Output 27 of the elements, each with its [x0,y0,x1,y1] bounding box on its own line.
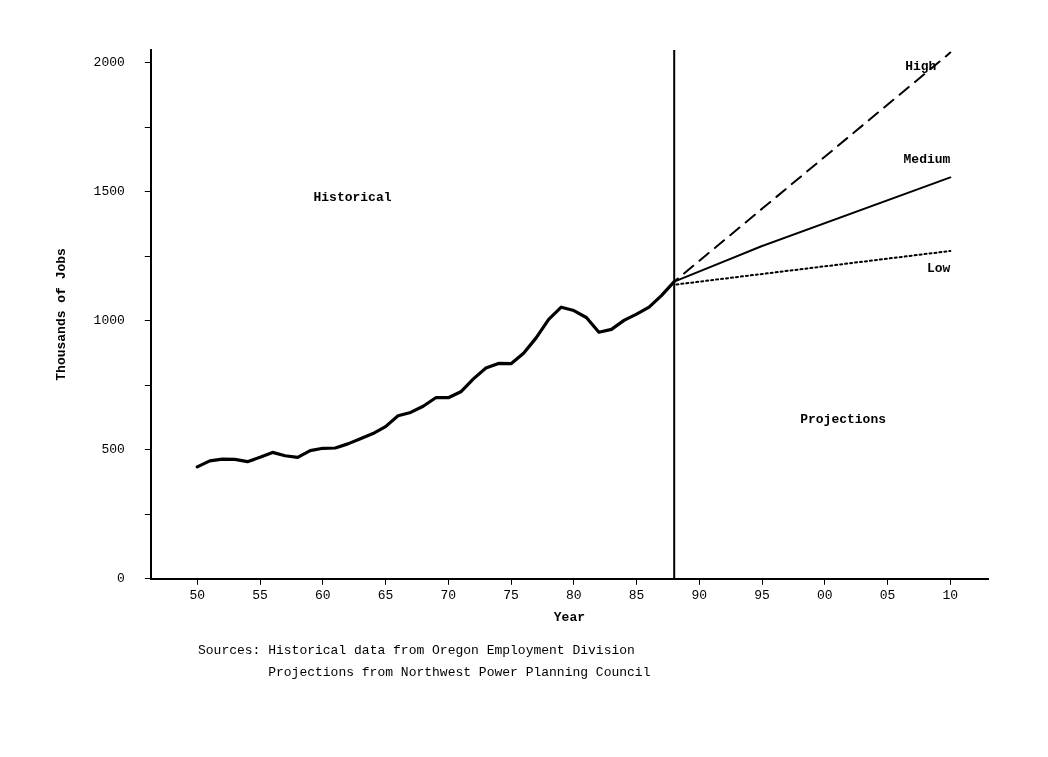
x-tick-label: 05 [879,588,896,604]
text: Projections from Northwest Power Planning Council [267,664,651,682]
y-tick-label: 2000 [93,55,125,71]
x-tick-label: 90 [691,588,708,604]
series-label: Low [926,261,951,277]
x-tick-label: 60 [314,588,331,604]
y-tick-label: 1000 [93,313,125,329]
source-note: Sources: Historical data from Oregon Employment Division [198,642,636,660]
series-label: High [905,58,937,74]
x-tick-label: 70 [440,588,457,604]
series-label: Medium [903,151,951,167]
annotation: Historical [313,190,392,206]
x-tick-label: 85 [628,588,645,604]
x-tick-label: 10 [942,588,959,604]
y-axis-title: Thousands of Jobs [54,247,70,381]
x-tick-label: 65 [377,588,394,604]
y-tick-label: 1500 [93,184,125,200]
x-tick-label: 50 [189,588,206,604]
y-tick-label: 0 [116,571,125,587]
x-tick-label: 80 [565,588,582,604]
x-tick-label: 00 [817,588,833,604]
x-tick-label: 95 [754,588,770,604]
y-tick-label: 500 [101,442,125,458]
annotation: Projections [800,412,887,428]
x-axis-title: Year [553,610,586,626]
x-tick-label: 75 [503,588,519,604]
x-tick-label: 55 [252,588,268,604]
